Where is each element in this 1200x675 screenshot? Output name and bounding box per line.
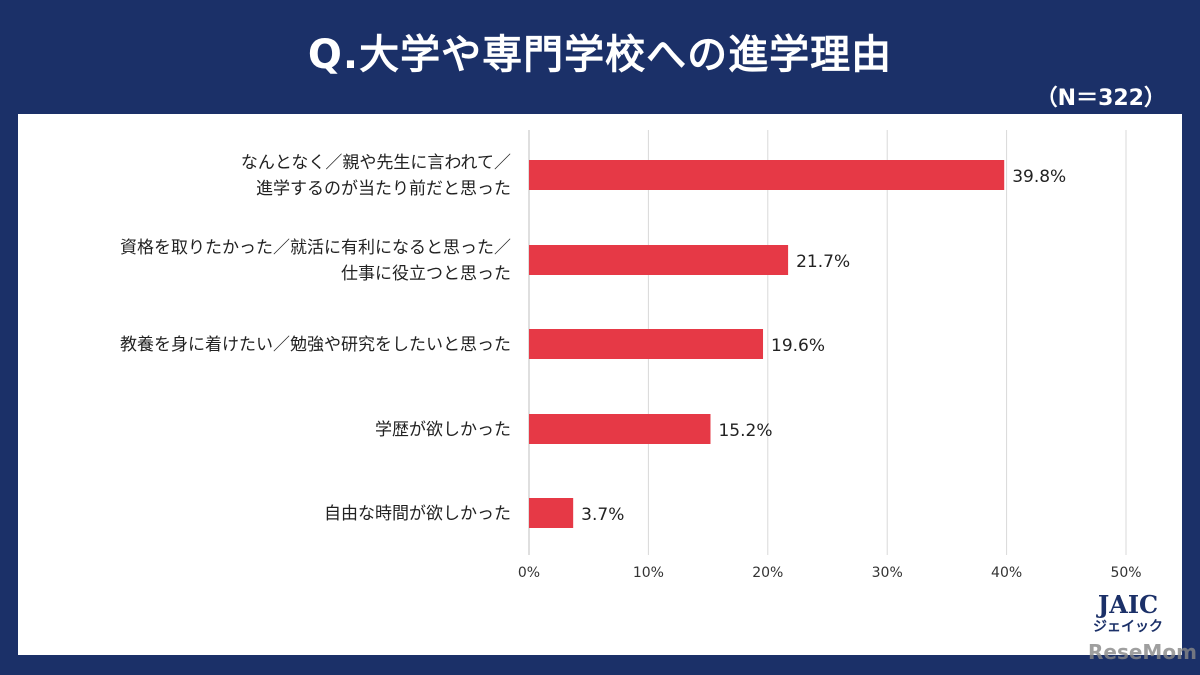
category-label: 仕事に役立つと思った — [341, 264, 511, 284]
data-label: 21.7% — [796, 252, 850, 272]
category-label: 教養を身に着けたい／勉強や研究をしたいと思った — [120, 335, 511, 355]
x-tick-label: 10% — [633, 565, 664, 581]
x-tick-label: 40% — [991, 565, 1022, 581]
data-label: 3.7% — [581, 505, 624, 525]
chart-title: Q.大学や専門学校への進学理由 — [307, 32, 893, 78]
bar — [529, 245, 789, 275]
category-label: 自由な時間が欲しかった — [324, 504, 511, 524]
chart-panel — [18, 114, 1182, 655]
data-label: 19.6% — [771, 336, 825, 356]
logo-kana: ジェイック — [1093, 619, 1163, 635]
jaic-logo: JAIC ジェイック — [1078, 592, 1178, 636]
bar — [529, 414, 711, 444]
category-label: なんとなく／親や先生に言われて／ — [241, 153, 511, 173]
logo-brand: JAIC — [1097, 590, 1159, 619]
bar — [529, 329, 764, 359]
x-tick-label: 0% — [518, 565, 540, 581]
sample-size: （N＝322） — [1035, 86, 1166, 111]
bar — [529, 498, 574, 528]
x-tick-label: 20% — [752, 565, 783, 581]
x-tick-label: 50% — [1110, 565, 1141, 581]
x-tick-label: 30% — [872, 565, 903, 581]
category-label: 学歴が欲しかった — [375, 420, 511, 440]
resemom-watermark: ReseMom — [1088, 640, 1197, 664]
data-label: 15.2% — [718, 421, 772, 441]
data-label: 39.8% — [1012, 167, 1066, 187]
category-label: 進学するのが当たり前だと思った — [256, 179, 511, 199]
bar — [529, 160, 1005, 190]
category-label: 資格を取りたかった／就活に有利になると思った／ — [120, 238, 511, 258]
